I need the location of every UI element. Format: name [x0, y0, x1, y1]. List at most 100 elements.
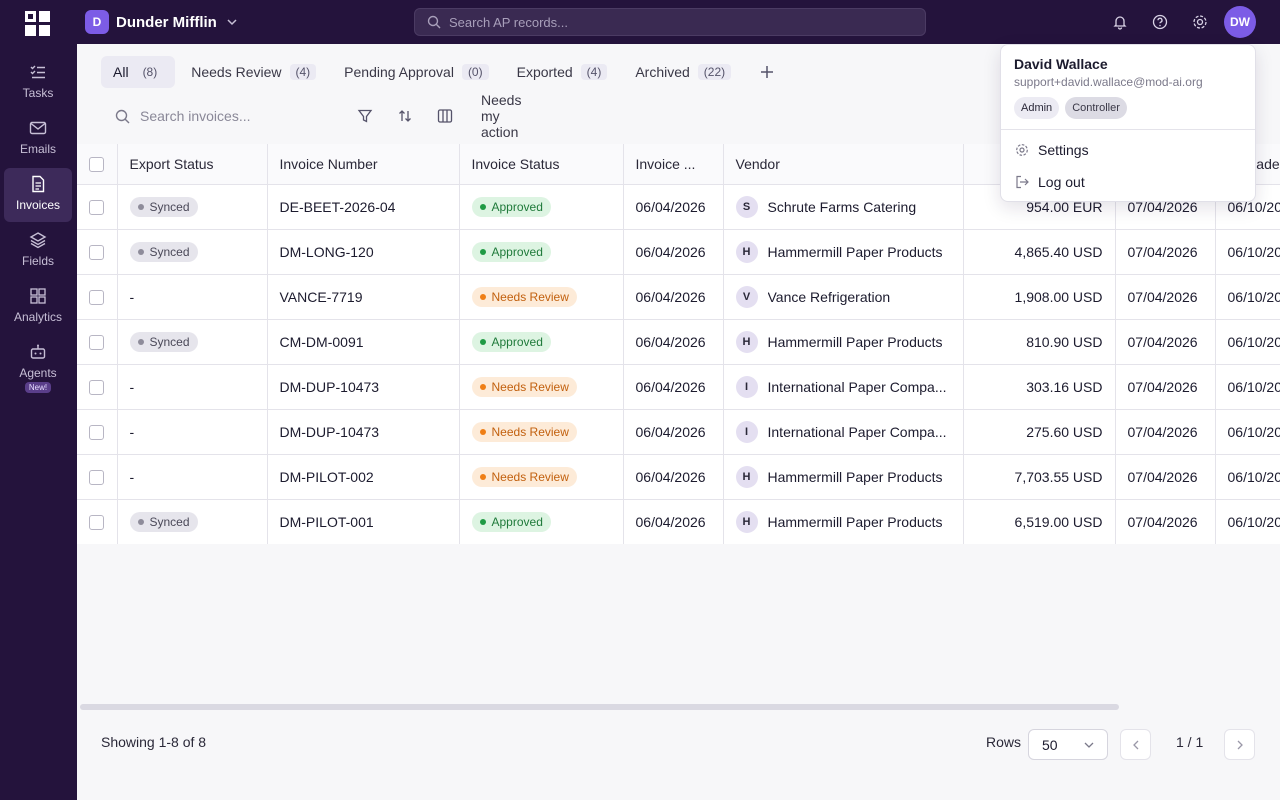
- user-email: support+david.wallace@mod-ai.org: [1014, 75, 1203, 89]
- sort-icon[interactable]: [395, 106, 415, 126]
- select-cell: [77, 184, 118, 230]
- export-status-text: -: [129, 288, 135, 305]
- user-avatar-button[interactable]: DW: [1224, 6, 1256, 38]
- row-checkbox[interactable]: [89, 334, 104, 350]
- row-checkbox[interactable]: [89, 379, 104, 395]
- column-header[interactable]: Invoice ...: [623, 144, 724, 185]
- due-date-cell: 07/04/2026: [1115, 319, 1216, 365]
- table-row[interactable]: - DM-DUP-10473 Needs Review 06/04/2026 I Inte…: [77, 409, 1280, 455]
- select-cell: [77, 319, 118, 365]
- status-dot: [479, 518, 486, 525]
- invoice-number-cell: CM-DM-0091: [267, 319, 460, 365]
- table-row[interactable]: - VANCE-7719 Needs Review 06/04/2026 V Vance …: [77, 274, 1280, 320]
- tab-all[interactable]: All (8): [101, 56, 176, 88]
- invoice-status-cell: Approved: [459, 319, 624, 365]
- invoice-search[interactable]: [101, 100, 341, 132]
- tab-count: (4): [580, 64, 608, 80]
- sidebar-item-invoices[interactable]: Invoices: [4, 168, 72, 222]
- vendor-cell: I International Paper Compa...: [723, 364, 964, 410]
- org-switcher[interactable]: D Dunder Mifflin: [85, 10, 238, 34]
- vendor-name: Hammermill Paper Products: [767, 333, 943, 350]
- sidebar-item-label: Emails: [19, 142, 56, 156]
- export-status-badge: Synced: [129, 241, 198, 262]
- status-dot: [479, 293, 486, 300]
- vendor-cell: S Schrute Farms Catering: [723, 184, 964, 230]
- role-badge-controller: Controller: [1065, 97, 1127, 119]
- sidebar-item-fields[interactable]: Fields: [4, 224, 72, 278]
- sidebar-item-label: Tasks: [22, 86, 54, 100]
- status-tabs: All (8) Needs Review (4) Pending Approva…: [101, 56, 779, 88]
- add-tab-button[interactable]: [755, 60, 779, 84]
- invoice-status-badge: Needs Review: [471, 286, 577, 307]
- export-status-cell: Synced: [117, 499, 268, 544]
- bell-icon[interactable]: [1110, 12, 1130, 32]
- help-icon[interactable]: [1150, 12, 1170, 32]
- table-row[interactable]: Synced DM-LONG-120 Approved 06/04/2026 H Hamm…: [77, 229, 1280, 275]
- logout-menu-item[interactable]: Log out: [1014, 170, 1242, 194]
- row-checkbox[interactable]: [89, 244, 104, 260]
- filter-icon[interactable]: [355, 106, 375, 126]
- tab-needs-review[interactable]: Needs Review (4): [179, 56, 328, 88]
- table-row[interactable]: - DM-DUP-10473 Needs Review 06/04/2026 I Inte…: [77, 364, 1280, 410]
- tab-pending-approval[interactable]: Pending Approval (0): [332, 56, 500, 88]
- columns-icon[interactable]: [435, 106, 455, 126]
- column-header[interactable]: Export Status: [117, 144, 268, 185]
- table-row[interactable]: Synced DM-PILOT-001 Approved 06/04/2026 H Ham…: [77, 499, 1280, 544]
- amount-cell: 6,519.00 USD: [963, 499, 1116, 544]
- invoice-table: Export Status Invoice Number Invoice Sta…: [77, 144, 1280, 544]
- settings-menu-item[interactable]: Settings: [1014, 138, 1242, 162]
- vendor-avatar: I: [735, 420, 758, 443]
- next-page-button[interactable]: [1224, 729, 1255, 760]
- horizontal-scrollbar[interactable]: [80, 704, 1119, 710]
- gear-icon[interactable]: [1190, 12, 1210, 32]
- status-dot: [479, 473, 486, 480]
- row-checkbox[interactable]: [89, 424, 104, 440]
- tab-archived[interactable]: Archived (22): [623, 56, 743, 88]
- amount-cell: 7,703.55 USD: [963, 454, 1116, 500]
- column-header[interactable]: Invoice Number: [267, 144, 460, 185]
- export-status-text: -: [129, 423, 135, 440]
- column-header[interactable]: Invoice Status: [459, 144, 624, 185]
- export-status-text: Synced: [149, 334, 190, 349]
- tab-label: Needs Review: [191, 64, 282, 80]
- select-all-checkbox[interactable]: [89, 157, 104, 173]
- row-checkbox[interactable]: [89, 469, 104, 485]
- export-status-cell: Synced: [117, 319, 268, 365]
- grid-icon: [28, 286, 48, 306]
- sidebar-item-tasks[interactable]: Tasks: [4, 56, 72, 110]
- row-checkbox[interactable]: [89, 199, 104, 215]
- rows-per-page-select[interactable]: 50: [1028, 729, 1108, 760]
- tab-count: (8): [142, 65, 158, 79]
- table-row[interactable]: - DM-PILOT-002 Needs Review 06/04/2026 H Hamm…: [77, 454, 1280, 500]
- row-checkbox[interactable]: [89, 289, 104, 305]
- sidebar-item-emails[interactable]: Emails: [4, 112, 72, 166]
- needs-my-action-filter[interactable]: Needs my action: [481, 92, 522, 140]
- invoice-status-cell: Approved: [459, 499, 624, 544]
- invoice-status-cell: Approved: [459, 229, 624, 275]
- invoice-status-cell: Needs Review: [459, 364, 624, 410]
- export-status-cell: -: [117, 454, 268, 500]
- global-search-input[interactable]: [449, 14, 889, 30]
- sidebar-item-agents[interactable]: Agents New!: [4, 336, 72, 400]
- tab-exported[interactable]: Exported (4): [505, 56, 620, 88]
- app-logo-icon[interactable]: [25, 11, 51, 37]
- vendor-name: Hammermill Paper Products: [767, 468, 943, 485]
- uploaded-cell: 06/10/20: [1215, 409, 1280, 455]
- sidebar-item-analytics[interactable]: Analytics: [4, 280, 72, 334]
- uploaded-cell: 06/10/20: [1215, 499, 1280, 544]
- invoice-date-cell: 06/04/2026: [623, 184, 724, 230]
- amount-cell: 810.90 USD: [963, 319, 1116, 365]
- due-date-cell: 07/04/2026: [1115, 409, 1216, 455]
- export-status-text: -: [129, 468, 135, 485]
- status-dot: [479, 203, 486, 210]
- row-checkbox[interactable]: [89, 514, 104, 530]
- prev-page-button[interactable]: [1120, 729, 1151, 760]
- status-dot: [137, 203, 144, 210]
- top-bar: D Dunder Mifflin DW: [0, 0, 1280, 44]
- invoice-search-input[interactable]: [140, 108, 340, 124]
- column-header[interactable]: Vendor: [723, 144, 964, 185]
- invoice-number-cell: DM-DUP-10473: [267, 364, 460, 410]
- global-search[interactable]: [414, 8, 926, 36]
- table-row[interactable]: Synced CM-DM-0091 Approved 06/04/2026 H Hamme…: [77, 319, 1280, 365]
- gear-icon: [1014, 142, 1030, 158]
